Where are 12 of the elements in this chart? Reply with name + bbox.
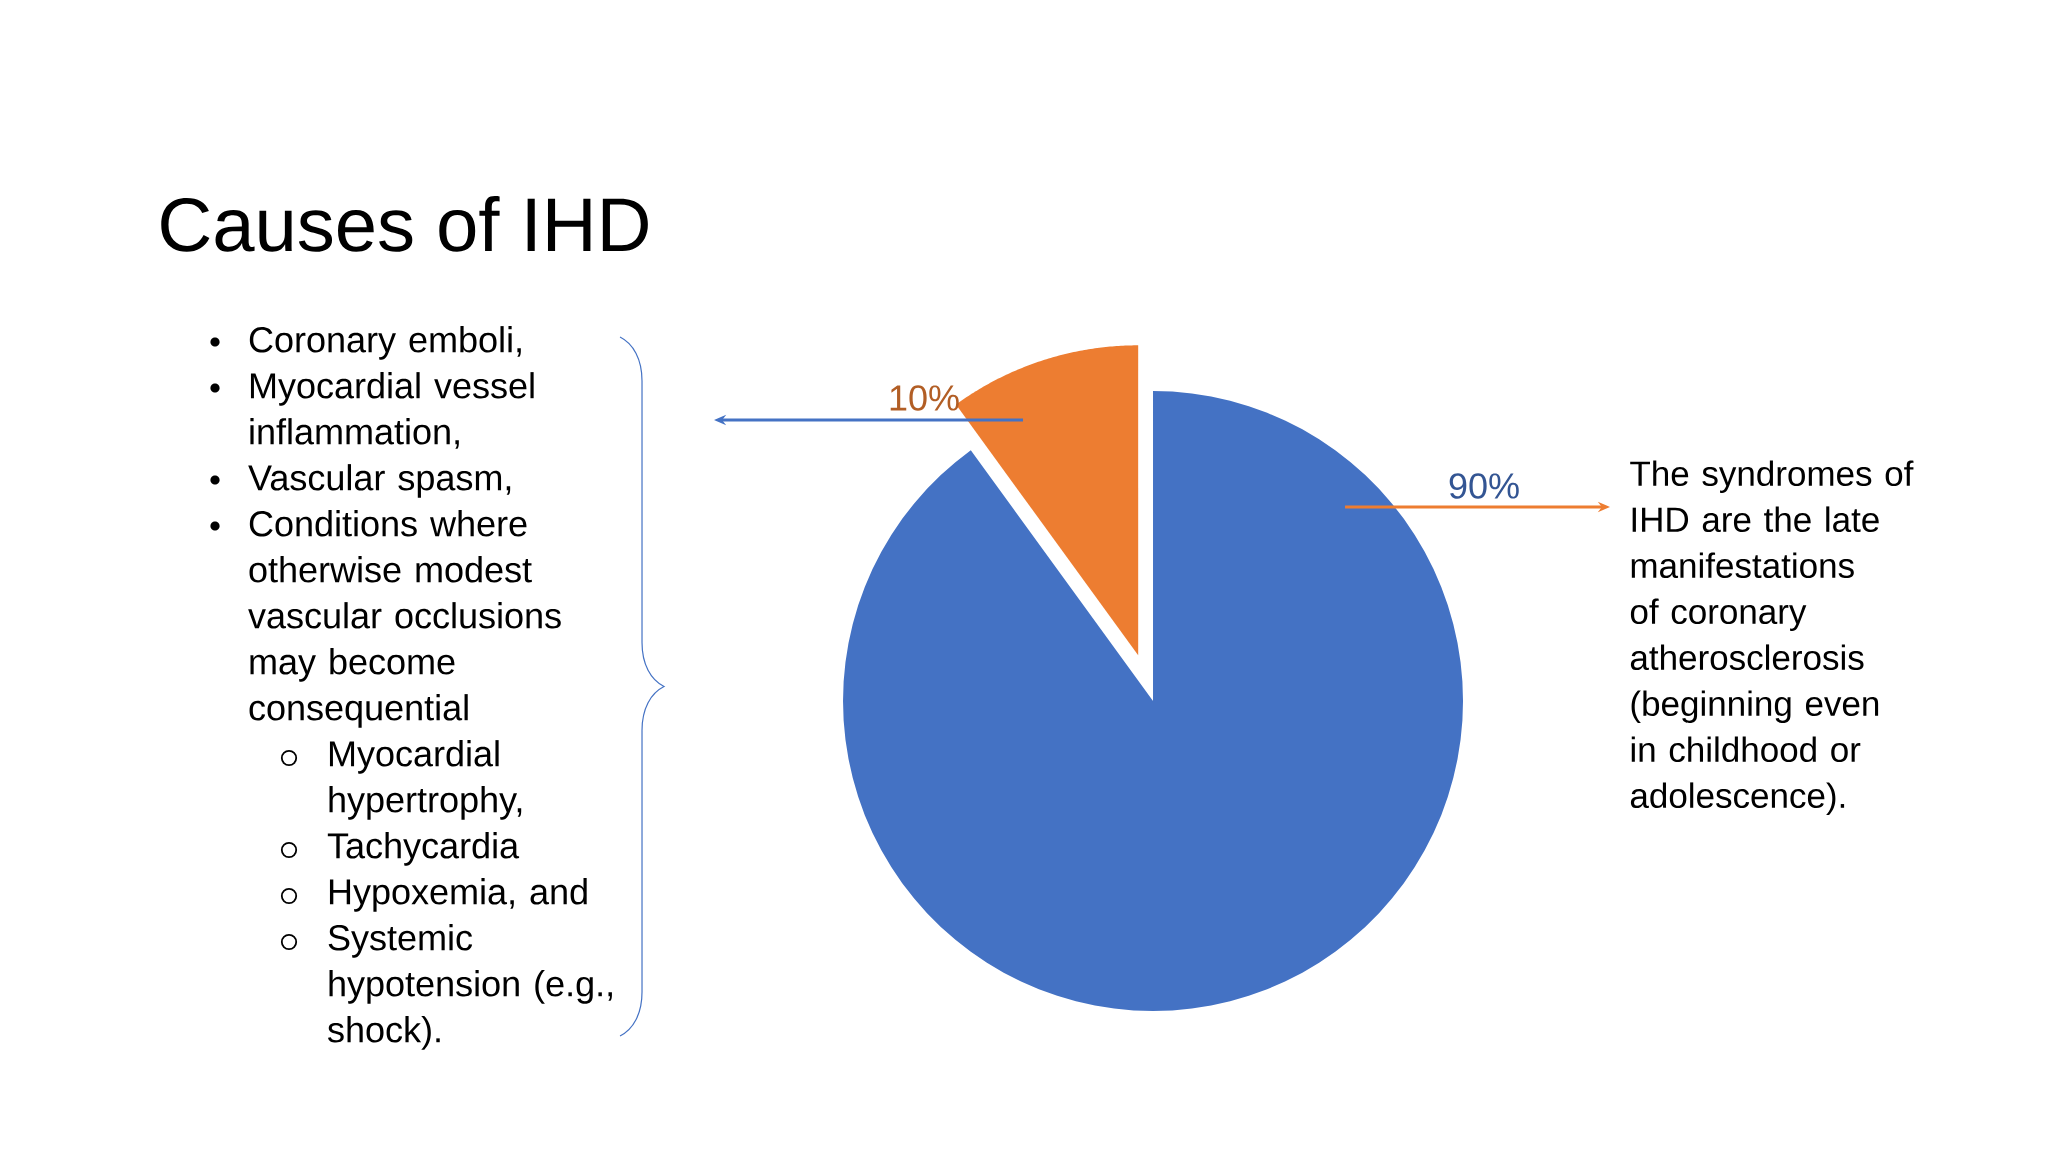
text: The syndromes of IHD are the late manifestations of coronary atherosclerosis (beginning even in childhood or adolescence). — [1630, 460, 1914, 816]
data-label: 90% — [1449, 473, 1519, 499]
data-label: 10% — [890, 385, 959, 411]
text: Vascular spasm, — [248, 464, 511, 498]
text: Myocardial hypertrophy, — [329, 740, 522, 820]
text: Conditions where otherwise modest vascular occlusions may become consequential — [248, 510, 561, 728]
text: Tachycardia — [327, 832, 520, 866]
chart-title: Causes of IHD — [161, 196, 648, 252]
text: Myocardial vessel inflammation, — [250, 372, 534, 449]
text: Systemic hypotension (e.g., shock). — [328, 924, 612, 1050]
text: Coronary emboli, — [249, 326, 521, 360]
text: Hypoxemia, and — [329, 878, 587, 912]
